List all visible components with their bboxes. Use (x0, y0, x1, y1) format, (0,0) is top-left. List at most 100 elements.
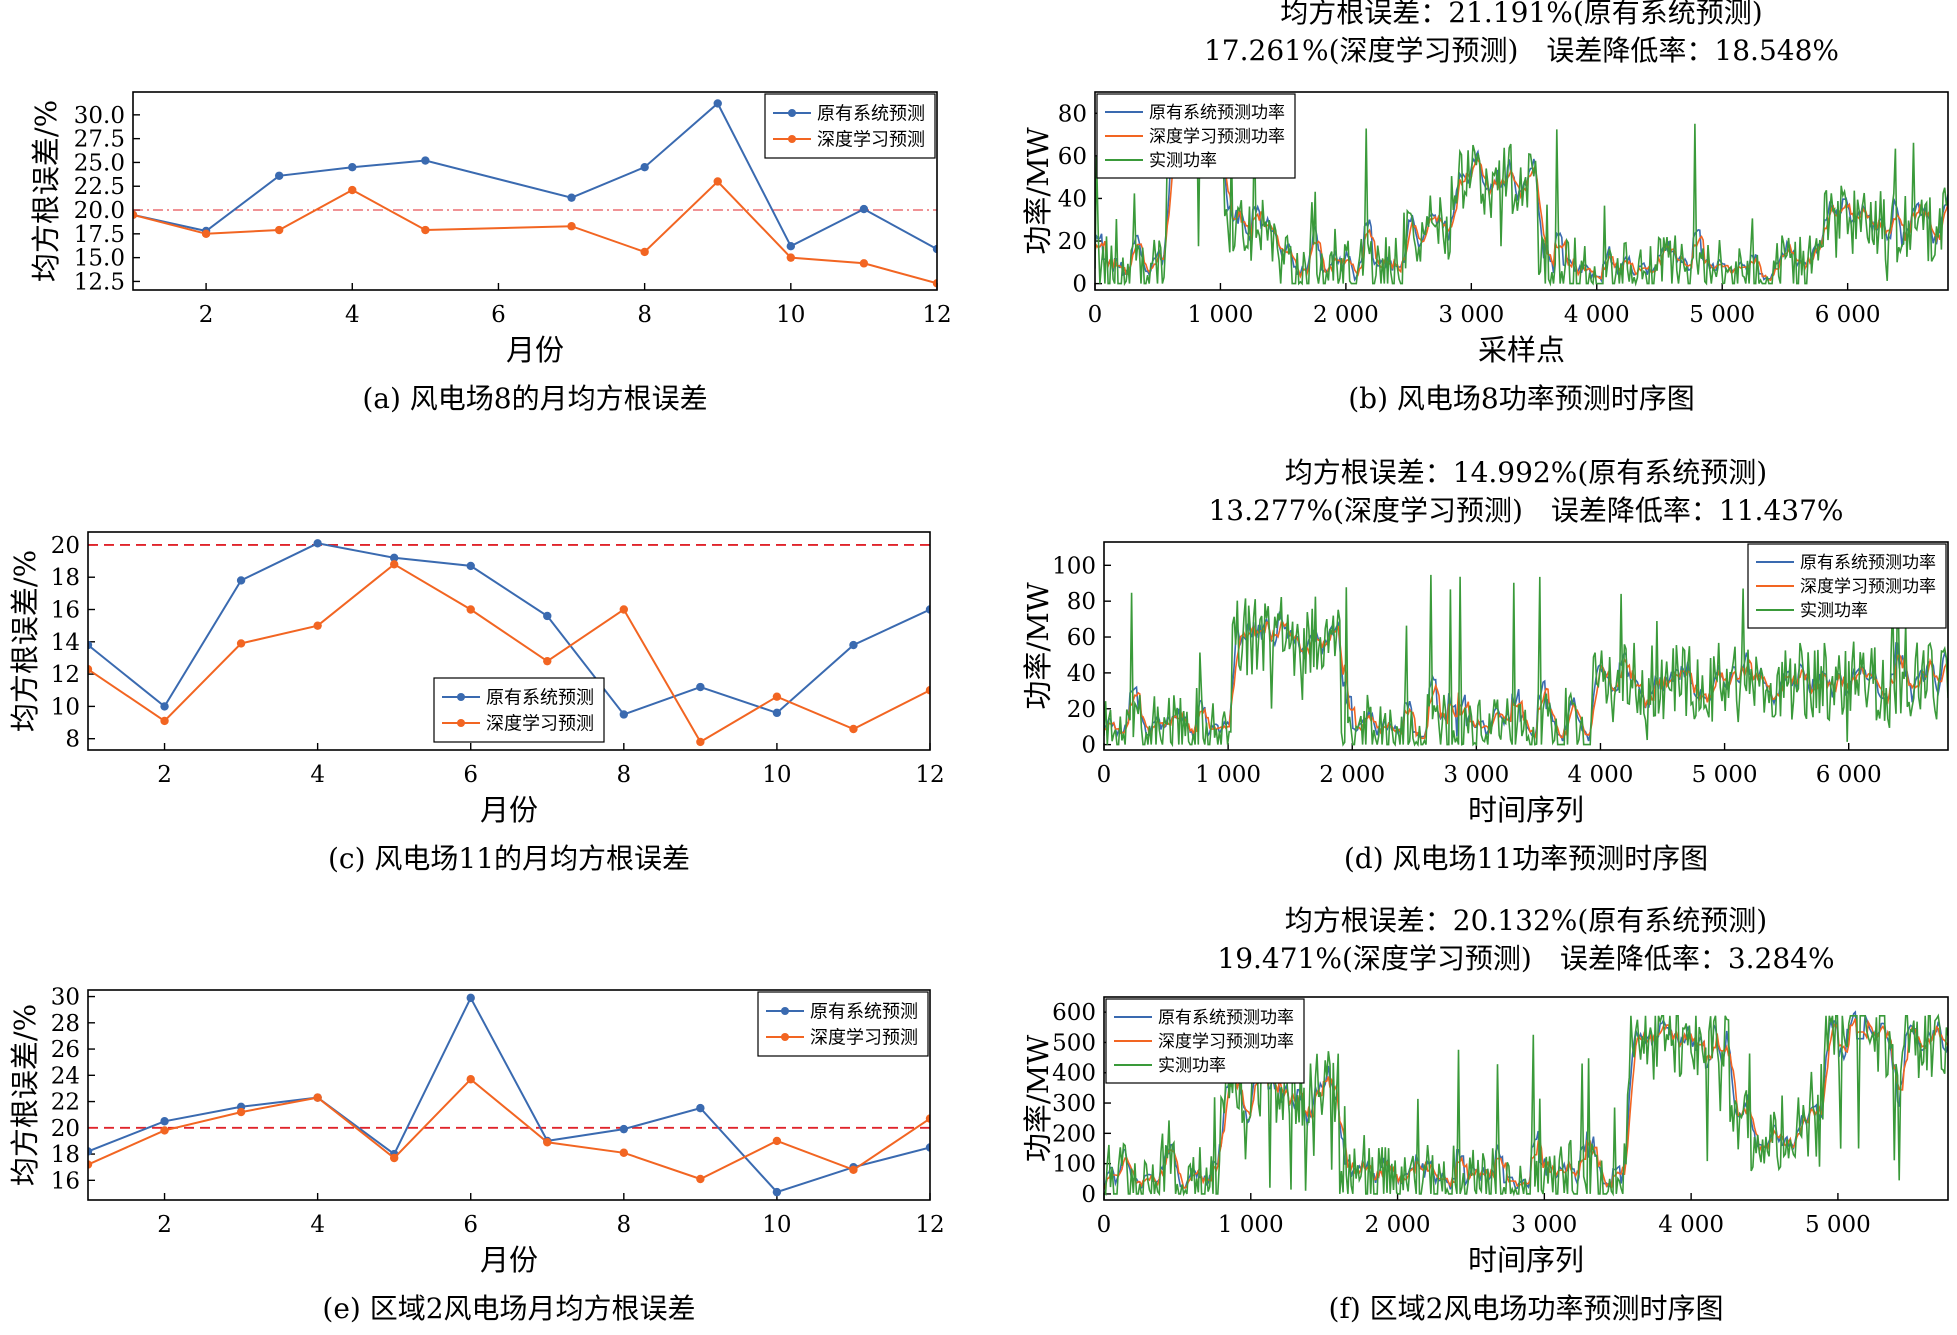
y-tick-label: 8 (65, 727, 80, 753)
y-tick-label: 30.0 (74, 103, 125, 129)
series-0-point (619, 1124, 629, 1134)
series-1-point (619, 605, 629, 614)
series-0-point (348, 163, 357, 172)
series-1-point (567, 222, 576, 231)
chart-b-legend-label-2: 实测功率 (1149, 151, 1217, 171)
series-1-point (348, 185, 357, 195)
y-tick-label: 27.5 (74, 127, 125, 153)
chart-a-legend-marker-0 (788, 109, 796, 117)
series-1-point (88, 1160, 93, 1169)
x-tick-label: 0 (1088, 302, 1103, 328)
chart-e-xlabel: 月份 (480, 1243, 538, 1277)
chart-b-xlabel: 采样点 (1478, 333, 1565, 367)
series-1-point (786, 253, 796, 262)
chart-e-legend-marker-0 (781, 1007, 789, 1015)
chart-e-frame (87, 989, 931, 1201)
chart-a-legend-marker-1 (788, 135, 796, 143)
y-tick-label: 15.0 (74, 246, 125, 272)
series-2-line (1104, 574, 1948, 748)
chart-d-xlabel: 时间序列 (1468, 793, 1584, 827)
series-1-point (619, 1148, 629, 1157)
x-tick-label: 3 000 (1511, 1212, 1577, 1238)
y-tick-label: 17.5 (74, 222, 125, 248)
x-tick-label: 5 000 (1692, 762, 1758, 788)
chart-b-ticks: 0 1 000 2 000 3 000 4 000 5 000 6 000 0 20 40 60 80 (1058, 101, 1881, 328)
chart-d-frame (1103, 541, 1949, 751)
series-0-point (389, 553, 399, 563)
series-1-line (88, 563, 930, 744)
y-tick-label: 26 (51, 1037, 80, 1063)
chart-c-ticks: 2 4 6 8 10 12 8 10 12 14 16 18 20 (51, 533, 945, 788)
x-tick-label: 10 (762, 762, 791, 788)
chart-b-ylabel: 功率/MW (1021, 127, 1055, 254)
chart-e-ylabel: 均方根误差/% (8, 1004, 42, 1186)
chart-d-title-1: 13.277%(深度学习预测) 误差降低率：11.437% (1208, 494, 1843, 527)
y-tick-label: 22 (51, 1090, 80, 1116)
series-0-point (696, 682, 705, 692)
series-1-point (696, 1174, 705, 1184)
chart-c-plot (88, 539, 930, 747)
chart-a-legend-label-0: 原有系统预测 (817, 103, 925, 124)
chart-d-ylabel: 功率/MW (1021, 582, 1055, 709)
chart-a-ticks: 2 4 6 8 10 12 12.515.017.520.022.525.027.530.0 (74, 103, 952, 328)
x-tick-label: 1 000 (1195, 762, 1261, 788)
x-tick-label: 10 (776, 302, 805, 328)
chart-c-legend-label-0: 原有系统预测 (486, 687, 594, 708)
y-tick-label: 80 (1067, 589, 1096, 615)
x-tick-label: 4 (310, 1212, 325, 1238)
chart-c-legend-marker-0 (457, 693, 465, 701)
x-tick-label: 10 (762, 1212, 791, 1238)
series-0-point (925, 605, 930, 614)
series-1-point (389, 1153, 399, 1163)
series-1-point (274, 225, 284, 235)
chart-a-legend-box (764, 93, 936, 159)
series-1-point (543, 656, 552, 666)
y-tick-label: 60 (1067, 625, 1096, 651)
series-0-point (88, 640, 93, 650)
y-tick-label: 18 (51, 565, 80, 591)
y-tick-label: 28 (51, 1011, 80, 1037)
chart-a-caption: (a) 风电场8的月均方根误差 (362, 382, 707, 415)
chart-f-frame (1103, 996, 1949, 1201)
series-1-point (640, 247, 649, 257)
y-tick-label: 20.0 (74, 198, 125, 224)
series-0-point (567, 193, 576, 202)
series-0-point (466, 561, 475, 571)
series-0-point (236, 576, 246, 585)
chart-b-frame (1094, 91, 1949, 291)
chart-c: 2 4 6 8 10 12 8 10 12 14 16 18 20 月份 均方根误差/% (c) 风电场11的… (8, 531, 945, 875)
chart-e-legend-box (757, 991, 929, 1057)
x-tick-label: 4 (310, 762, 325, 788)
y-tick-label: 40 (1067, 661, 1096, 687)
series-0-point (713, 99, 722, 108)
series-1-point (543, 1138, 552, 1147)
y-tick-label: 20 (1058, 229, 1087, 255)
y-tick-label: 12 (51, 662, 80, 688)
y-tick-label: 24 (51, 1063, 80, 1089)
x-tick-label: 8 (616, 762, 631, 788)
x-tick-label: 2 000 (1365, 1212, 1431, 1238)
x-tick-label: 4 000 (1568, 762, 1634, 788)
y-tick-label: 400 (1052, 1061, 1096, 1087)
series-1-point (313, 621, 322, 630)
x-tick-label: 6 (491, 302, 506, 328)
series-0-point (88, 1147, 93, 1156)
series-0-point (925, 1143, 930, 1152)
chart-f-caption: (f) 区域2风电场功率预测时序图 (1329, 1292, 1724, 1325)
chart-b-title-1: 17.261%(深度学习预测) 误差降低率：18.548% (1204, 34, 1839, 67)
x-tick-label: 2 (199, 302, 214, 328)
y-tick-label: 20 (51, 533, 80, 559)
x-tick-label: 2 (157, 1212, 172, 1238)
series-1-point (859, 259, 869, 268)
series-1-point (160, 716, 169, 726)
x-tick-label: 8 (637, 302, 652, 328)
chart-d-legend-label-0: 原有系统预测功率 (1800, 553, 1936, 573)
chart-a-frame (132, 91, 938, 291)
y-tick-label: 80 (1058, 101, 1087, 127)
series-1-point (201, 229, 211, 239)
chart-b-plot (1095, 115, 1948, 287)
series-0-point (421, 156, 430, 165)
